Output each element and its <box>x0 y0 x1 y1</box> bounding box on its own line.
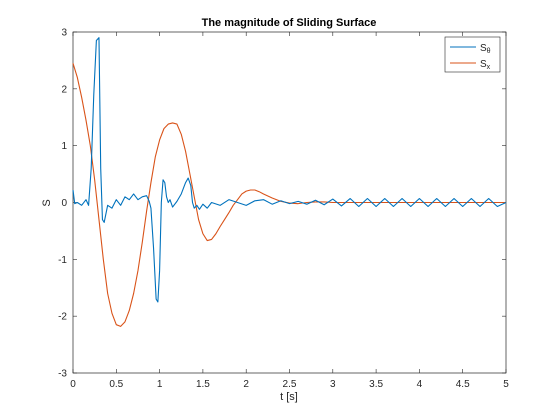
x-tick-label: 3.5 <box>369 379 383 390</box>
legend-label-s-x: Sx <box>480 59 491 71</box>
legend-box <box>444 36 501 73</box>
y-axis-label: S <box>41 199 53 206</box>
x-tick-label: 2.5 <box>283 379 297 390</box>
legend-label-s-x-base: S <box>480 59 487 70</box>
x-tick-label: 4 <box>417 379 423 390</box>
legend-label-s-x-sub: x <box>487 64 491 71</box>
y-tick-label: -2 <box>58 312 67 323</box>
y-tick-label: -1 <box>58 255 67 266</box>
x-tick-label: 5 <box>503 379 509 390</box>
x-tick-label: 3 <box>330 379 336 390</box>
y-tick-label: 2 <box>61 84 67 95</box>
y-tick-label: 1 <box>61 141 67 152</box>
x-tick-label: 1.5 <box>196 379 210 390</box>
chart-title: The magnitude of Sliding Surface <box>202 17 377 29</box>
legend: Sθ Sx <box>444 36 501 73</box>
series-line-s-theta <box>72 37 507 303</box>
y-tick-label: -3 <box>58 369 67 380</box>
legend-label-s-theta-sub: θ <box>487 48 491 55</box>
axis-tick-labels: 0 0.5 1 1.5 2 2.5 3 3.5 4 4.5 5 -3 -2 -1 0 1 2 3 <box>58 28 509 391</box>
y-tick-label: 0 <box>61 198 67 209</box>
x-tick-label: 1 <box>157 379 163 390</box>
y-tick-label: 3 <box>61 28 67 39</box>
x-tick-label: 2 <box>243 379 249 390</box>
x-tick-label: 4.5 <box>456 379 470 390</box>
x-tick-label: 0 <box>70 379 76 390</box>
x-tick-label: 0.5 <box>109 379 123 390</box>
axis-ticks <box>72 31 507 374</box>
series-lines <box>72 37 507 327</box>
x-axis-label: t [s] <box>280 391 298 403</box>
legend-label-s-theta: Sθ <box>480 43 491 55</box>
legend-label-s-theta-base: S <box>480 43 487 54</box>
